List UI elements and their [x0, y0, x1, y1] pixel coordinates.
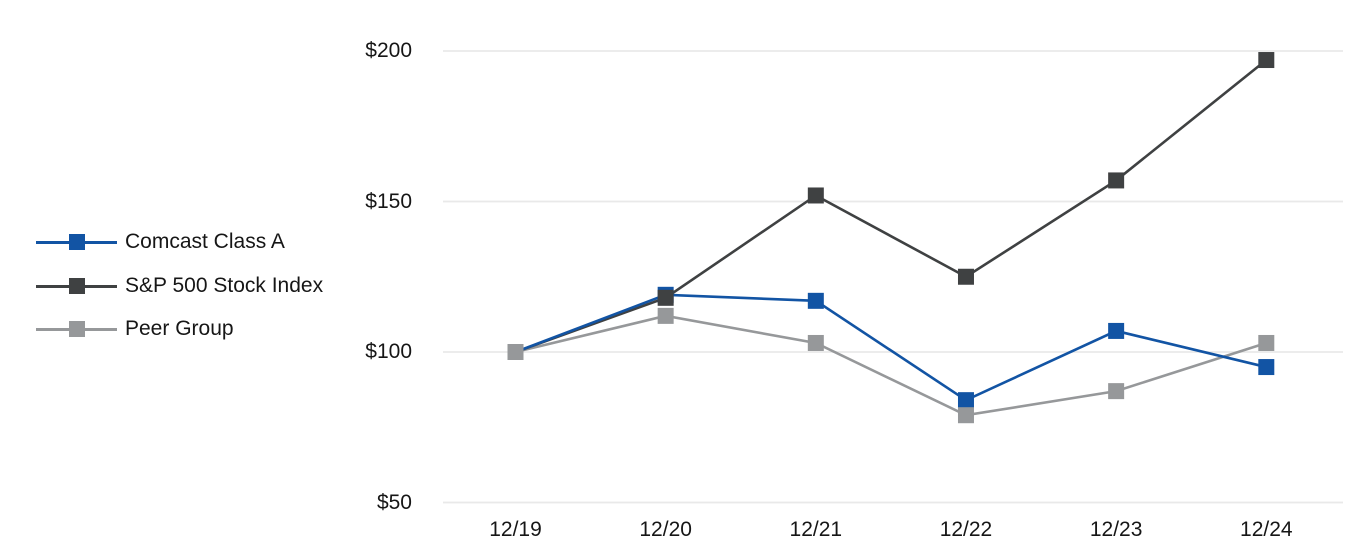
legend-label-sp500: S&P 500 Stock Index [125, 274, 324, 297]
legend-label-comcast: Comcast Class A [125, 230, 285, 253]
legend-item-comcast-class-a: Comcast Class A [36, 229, 285, 255]
series-line-s-p-500-stock-index [515, 59, 1268, 354]
y-tick-label-50: $50 [376, 490, 412, 514]
x-tick-label-12-24: 12/24 [1240, 518, 1293, 541]
x-tick-label-12-20: 12/20 [639, 518, 692, 541]
x-tick-label-12-19: 12/19 [489, 518, 542, 541]
series-line-peer-group [515, 314, 1267, 417]
x-tick-label-12-22: 12/22 [939, 518, 993, 541]
series-markers-peer-group [507, 307, 1275, 424]
y-tick-label-150: $150 [365, 189, 412, 213]
x-tick-label-12-23: 12/23 [1089, 518, 1143, 541]
x-tick-label-12-21: 12/21 [789, 518, 843, 541]
legend-item-peer-group: Peer Group [36, 316, 234, 342]
legend-marker-comcast-icon [36, 229, 117, 255]
y-tick-label-100: $100 [365, 340, 412, 363]
legend-item-sp500: S&P 500 Stock Index [36, 273, 323, 299]
series-lines [515, 59, 1268, 417]
series-markers-comcast-class-a [507, 286, 1275, 409]
series-line-comcast-class-a [515, 293, 1267, 402]
y-tick-label-200: $200 [365, 39, 412, 62]
legend-marker-sp500-icon [36, 273, 117, 299]
legend-marker-peer-group-icon [36, 316, 117, 342]
gridlines [443, 50, 1343, 504]
legend-label-peer-group: Peer Group [125, 317, 234, 340]
